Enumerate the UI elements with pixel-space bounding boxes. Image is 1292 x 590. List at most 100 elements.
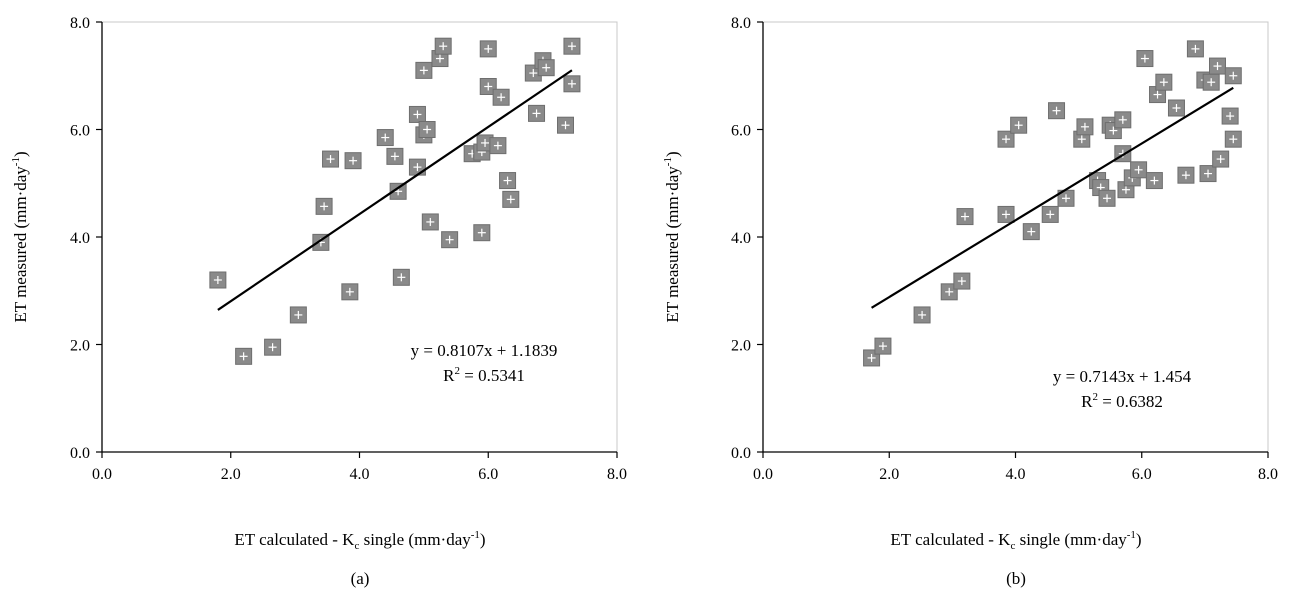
- data-point: [1202, 73, 1220, 91]
- y-label-main: ET measured (mm·day: [11, 166, 30, 323]
- y-axis-label: ET measured (mm·day-1): [662, 151, 682, 322]
- r2-label: R: [443, 366, 455, 385]
- data-point: [1076, 118, 1094, 136]
- data-point: [997, 130, 1015, 148]
- y-label-superscript: -1: [10, 157, 22, 166]
- data-point: [1130, 161, 1148, 179]
- x-tick-label: 2.0: [221, 466, 241, 483]
- data-point: [1221, 107, 1239, 125]
- x-label-subscript: c: [1010, 540, 1015, 552]
- y-tick-label: 4.0: [731, 230, 751, 247]
- data-point: [479, 40, 497, 58]
- data-point: [434, 37, 452, 55]
- y-label-main: ET measured (mm·day: [663, 166, 682, 323]
- x-label-superscript: -1: [471, 529, 480, 541]
- x-label-subscript: c: [354, 540, 359, 552]
- data-point: [1022, 223, 1040, 241]
- x-axis-label: ET calculated - Kc single (mm·day-1): [890, 529, 1141, 552]
- r2-label: R: [1081, 392, 1093, 411]
- r2-value: = 0.5341: [460, 366, 525, 385]
- data-point: [418, 121, 436, 138]
- data-point: [209, 271, 227, 289]
- data-point: [476, 134, 494, 152]
- data-point: [499, 172, 517, 190]
- data-point: [1224, 67, 1242, 85]
- data-point: [441, 231, 459, 249]
- r2-value: = 0.6382: [1098, 392, 1163, 411]
- data-point: [1199, 165, 1217, 183]
- data-point: [537, 59, 555, 77]
- data-point: [392, 268, 410, 286]
- x-label-end: ): [1136, 530, 1142, 549]
- data-point: [386, 147, 404, 165]
- data-point: [1209, 57, 1226, 75]
- data-point: [344, 152, 362, 170]
- data-point: [264, 338, 282, 356]
- r-squared: R2 = 0.6382: [1081, 391, 1163, 411]
- data-point: [940, 283, 958, 301]
- x-label-main: ET calculated - K: [890, 530, 1011, 549]
- data-point: [408, 105, 426, 123]
- data-point: [235, 347, 253, 365]
- data-point: [1010, 116, 1028, 134]
- data-point: [408, 158, 426, 176]
- data-point: [341, 283, 359, 301]
- data-point: [956, 208, 974, 226]
- data-point: [415, 61, 433, 79]
- x-label-main: ET calculated - K: [234, 530, 355, 549]
- data-point: [1167, 99, 1185, 117]
- data-point: [953, 272, 971, 290]
- x-tick-label: 0.0: [92, 466, 112, 483]
- data-point: [473, 224, 491, 242]
- y-label-end: ): [663, 151, 682, 157]
- data-point: [322, 150, 340, 168]
- y-axis-label: ET measured (mm·day-1): [10, 151, 30, 322]
- regression-equation: y = 0.7143x + 1.454: [1053, 367, 1192, 386]
- x-label-end: ): [480, 530, 486, 549]
- data-point: [1057, 189, 1075, 207]
- data-point: [997, 205, 1015, 223]
- data-point: [489, 137, 507, 155]
- y-tick-label: 2.0: [70, 338, 90, 355]
- r-squared: R2 = 0.5341: [443, 365, 525, 385]
- x-tick-label: 8.0: [607, 466, 627, 483]
- y-label-superscript: -1: [662, 157, 674, 166]
- data-point: [1041, 205, 1059, 223]
- y-tick-label: 2.0: [731, 338, 751, 355]
- axis-ticks: 0.0 2.0 4.0 6.0 8.0 0.0 2.0 4.0 6.0 8.0: [70, 15, 627, 483]
- x-tick-label: 4.0: [350, 466, 370, 483]
- trendline: [871, 86, 1234, 309]
- axis-ticks: 0.0 2.0 4.0 6.0 8.0 0.0 2.0 4.0 6.0 8.0: [731, 15, 1278, 483]
- x-tick-label: 2.0: [879, 466, 899, 483]
- data-point: [1224, 130, 1242, 148]
- y-label-end: ): [11, 151, 30, 157]
- data-point: [492, 88, 510, 106]
- data-point: [1098, 189, 1116, 207]
- data-point: [479, 78, 497, 95]
- data-point: [376, 129, 394, 147]
- data-point: [389, 182, 407, 200]
- data-point: [1155, 73, 1173, 91]
- chart-panel-b: 0.0 2.0 4.0 6.0 8.0 0.0 2.0 4.0 6.0 8.0 y = 0.714…: [662, 15, 1278, 588]
- x-tick-label: 8.0: [1258, 466, 1278, 483]
- y-tick-label: 4.0: [70, 230, 90, 247]
- data-point: [502, 190, 520, 208]
- data-point: [1136, 50, 1154, 68]
- data-point: [1048, 102, 1066, 120]
- data-point: [1145, 172, 1163, 190]
- data-point: [421, 213, 439, 231]
- y-tick-label: 6.0: [70, 123, 90, 140]
- data-point: [874, 337, 892, 355]
- plot-frame: [762, 21, 1269, 453]
- data-point: [563, 37, 581, 55]
- x-label-superscript: -1: [1127, 529, 1136, 541]
- regression-equation: y = 0.8107x + 1.1839: [411, 341, 558, 360]
- x-axis-label: ET calculated - Kc single (mm·day-1): [234, 529, 485, 552]
- data-point: [1114, 111, 1132, 129]
- y-tick-label: 8.0: [70, 15, 90, 32]
- data-point: [1212, 150, 1230, 168]
- y-tick-label: 0.0: [70, 445, 90, 462]
- x-tick-label: 6.0: [1132, 466, 1152, 483]
- y-tick-label: 8.0: [731, 15, 751, 32]
